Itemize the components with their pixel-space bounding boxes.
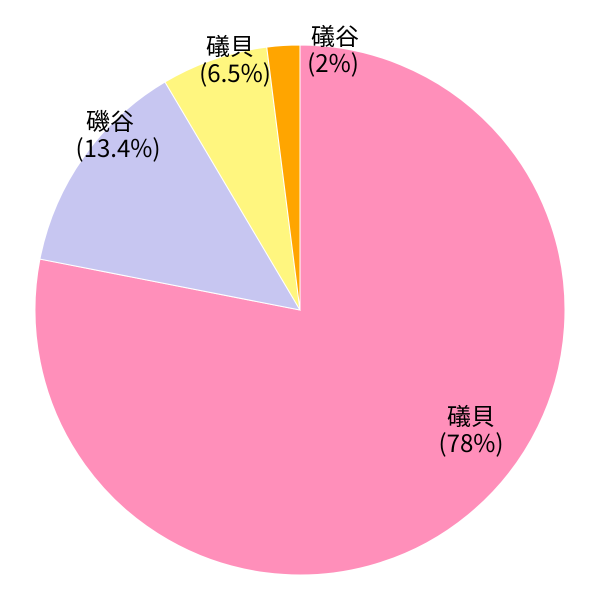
slice-label-pct-0: (78%) bbox=[439, 424, 504, 459]
slice-label-pct-3: (2%) bbox=[307, 44, 359, 79]
pie-chart: 礒貝(78%)磯谷(13.4%)礒貝(6.5%)礒谷(2%) bbox=[0, 0, 600, 600]
slice-label-pct-1: (13.4%) bbox=[76, 129, 161, 164]
slice-label-pct-2: (6.5%) bbox=[199, 54, 271, 89]
